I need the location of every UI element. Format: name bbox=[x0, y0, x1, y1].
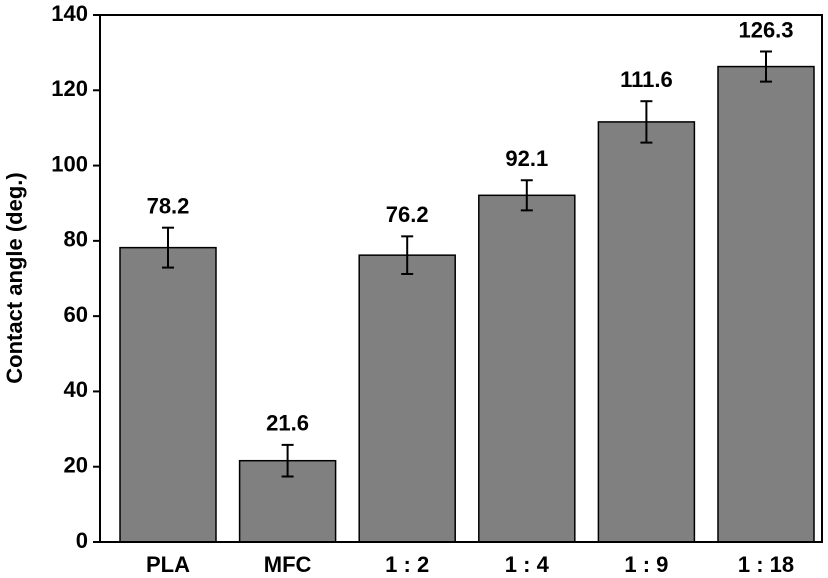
bar bbox=[478, 194, 576, 543]
y-tick-label: 140 bbox=[51, 1, 88, 26]
plot-frame bbox=[99, 14, 823, 543]
value-label: 126.3 bbox=[738, 17, 793, 42]
bar bbox=[358, 254, 456, 543]
x-tick-label: 1 : 4 bbox=[505, 552, 550, 577]
y-axis-label: Contact angle (deg.) bbox=[2, 172, 27, 383]
value-label: 111.6 bbox=[620, 67, 673, 92]
x-tick-label: MFC bbox=[264, 552, 312, 577]
error-bar bbox=[520, 179, 533, 212]
error-bar bbox=[640, 100, 653, 144]
y-tick-label: 120 bbox=[51, 76, 88, 101]
y-tick-label: 20 bbox=[64, 453, 88, 478]
x-tick-label: 1 : 2 bbox=[385, 552, 429, 577]
x-tick-label: 1 : 9 bbox=[624, 552, 668, 577]
value-label: 92.1 bbox=[505, 146, 548, 171]
x-tick-label: 1 : 18 bbox=[738, 552, 794, 577]
y-tick-label: 40 bbox=[64, 377, 88, 402]
y-tick-label: 100 bbox=[51, 151, 88, 176]
value-label: 78.2 bbox=[147, 193, 190, 218]
y-tick-label: 0 bbox=[76, 528, 88, 553]
x-tick-label: PLA bbox=[146, 552, 190, 577]
y-tick-label: 80 bbox=[64, 227, 88, 252]
bar bbox=[597, 121, 696, 543]
error-bar bbox=[760, 50, 772, 83]
error-bar bbox=[281, 443, 294, 478]
error-bar bbox=[162, 226, 174, 269]
value-label: 76.2 bbox=[386, 202, 429, 227]
value-label: 21.6 bbox=[266, 411, 309, 436]
bar bbox=[717, 65, 815, 543]
error-bar bbox=[401, 235, 414, 275]
y-tick-label: 60 bbox=[64, 302, 88, 327]
bar bbox=[119, 246, 217, 543]
